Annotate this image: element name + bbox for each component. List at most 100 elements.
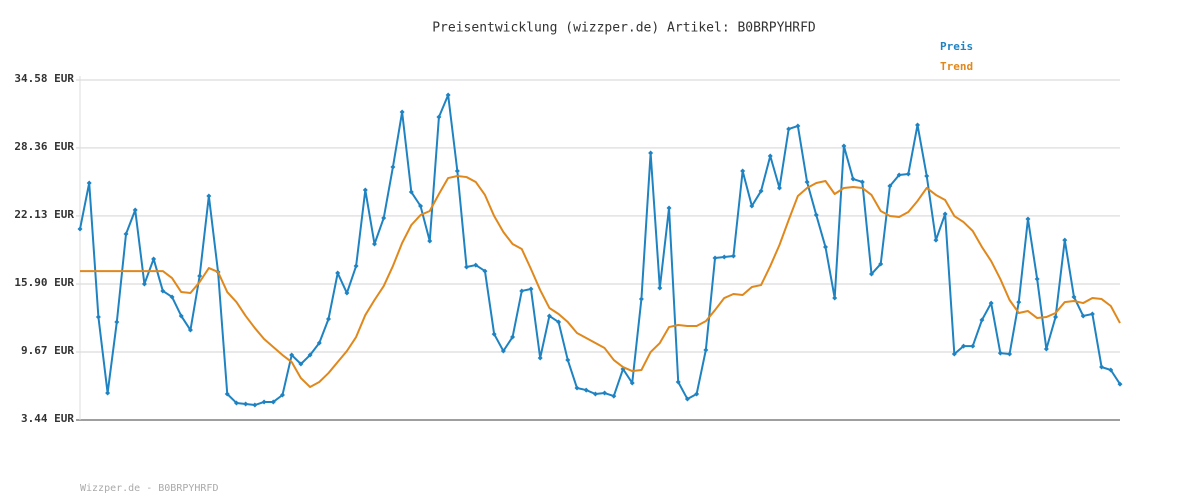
data-point — [556, 319, 562, 325]
data-point — [289, 352, 295, 358]
series-line — [80, 174, 1121, 389]
data-point — [418, 203, 424, 209]
data-point — [528, 286, 534, 292]
data-point — [491, 331, 497, 337]
data-point — [758, 188, 764, 194]
data-point — [510, 334, 516, 340]
data-point — [574, 385, 580, 391]
data-point — [500, 348, 506, 354]
data-point — [703, 347, 709, 353]
data-point — [252, 402, 258, 408]
data-point — [1071, 294, 1077, 300]
data-point — [390, 164, 396, 170]
data-point — [482, 268, 488, 274]
data-point — [666, 205, 672, 211]
data-point — [1089, 311, 1095, 317]
data-point — [961, 343, 967, 349]
data-point — [279, 392, 285, 398]
data-point — [178, 313, 184, 319]
data-point — [859, 179, 865, 185]
data-point — [565, 357, 571, 363]
data-point — [160, 288, 166, 294]
data-point — [841, 143, 847, 149]
y-tick-label: 28.36 EUR — [14, 140, 74, 153]
data-point — [583, 387, 589, 393]
data-point — [850, 176, 856, 182]
data-point — [1117, 381, 1123, 387]
data-point — [933, 237, 939, 243]
data-point — [905, 171, 911, 177]
data-point — [454, 168, 460, 174]
data-point — [381, 215, 387, 221]
data-point — [132, 207, 138, 213]
data-point — [951, 351, 957, 357]
data-point — [749, 203, 755, 209]
data-point — [298, 361, 304, 367]
data-point — [372, 241, 378, 247]
data-point — [776, 185, 782, 191]
data-point — [712, 255, 718, 261]
data-point — [325, 316, 331, 322]
chart-title: Preisentwicklung (wizzper.de) Artikel: B… — [432, 21, 816, 36]
data-point — [519, 288, 525, 294]
data-point — [206, 193, 212, 199]
data-point — [1080, 313, 1086, 319]
data-point — [721, 254, 727, 260]
data-point — [970, 343, 976, 349]
data-point — [307, 352, 313, 358]
data-point — [233, 400, 239, 406]
data-point — [1016, 299, 1022, 305]
data-point — [657, 285, 663, 291]
y-tick-label: 34.58 EUR — [14, 72, 74, 85]
data-point — [436, 114, 442, 120]
data-point — [546, 313, 552, 319]
y-tick-label: 3.44 EUR — [21, 412, 74, 425]
data-point — [123, 231, 129, 237]
data-point — [813, 212, 819, 218]
data-point — [1099, 364, 1105, 370]
data-point — [427, 238, 433, 244]
data-point — [243, 401, 249, 407]
legend-label: Trend — [940, 60, 973, 73]
data-point — [261, 399, 267, 405]
data-point — [896, 172, 902, 178]
data-point — [684, 396, 690, 402]
data-point — [537, 355, 543, 361]
data-point — [362, 187, 368, 193]
data-point — [408, 189, 414, 195]
data-point — [464, 264, 470, 270]
legend-label: Preis — [940, 40, 973, 53]
data-point — [1062, 237, 1068, 243]
data-point — [197, 273, 203, 279]
data-point — [869, 271, 875, 277]
data-point — [887, 183, 893, 189]
data-point — [1025, 216, 1031, 222]
data-point — [878, 261, 884, 267]
data-point — [1043, 346, 1049, 352]
footer: Wizzper.de - B0BRPYHRFD — [80, 483, 218, 494]
data-point — [473, 262, 479, 268]
data-point — [187, 327, 193, 333]
data-point — [988, 300, 994, 306]
data-point — [675, 379, 681, 385]
data-point — [942, 211, 948, 217]
data-point — [77, 226, 83, 232]
data-point — [151, 256, 157, 262]
data-point — [648, 150, 654, 156]
data-point — [832, 295, 838, 301]
data-point — [86, 180, 92, 186]
data-point — [822, 244, 828, 250]
data-point — [114, 319, 120, 325]
data-point — [795, 123, 801, 129]
y-tick-label: 9.67 EUR — [21, 344, 74, 357]
data-point — [105, 390, 111, 396]
data-point — [997, 350, 1003, 356]
data-point — [629, 380, 635, 386]
data-point — [694, 391, 700, 397]
data-point — [344, 290, 350, 296]
data-point — [786, 126, 792, 132]
data-point — [141, 281, 147, 287]
data-point — [224, 391, 230, 397]
